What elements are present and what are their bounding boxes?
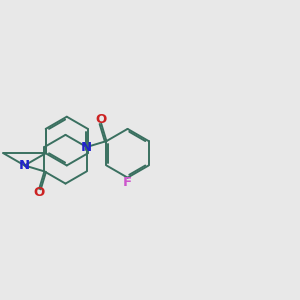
Text: N: N: [19, 159, 30, 172]
Text: O: O: [96, 113, 107, 126]
Text: N: N: [81, 140, 92, 154]
Text: O: O: [34, 186, 45, 199]
Text: F: F: [123, 176, 132, 189]
